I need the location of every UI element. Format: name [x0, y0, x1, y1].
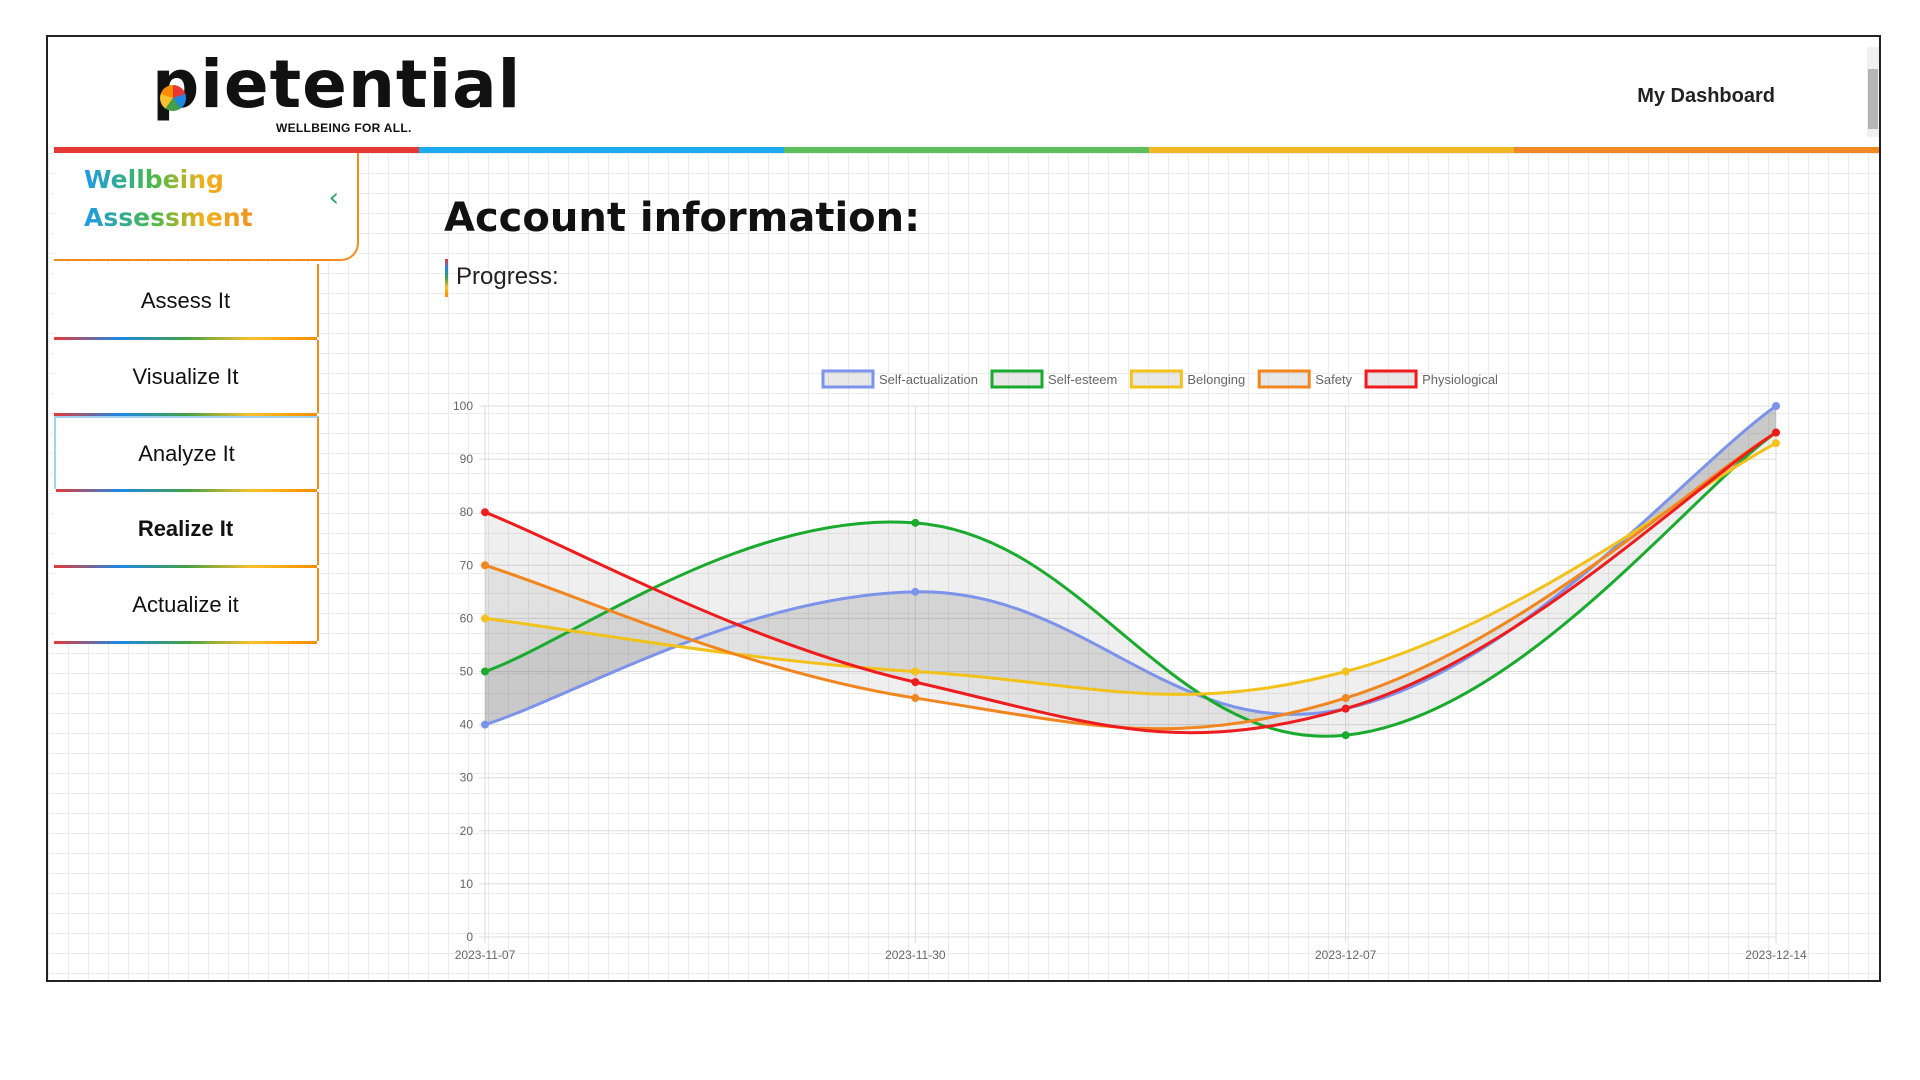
my-dashboard-link[interactable]: My Dashboard — [1637, 85, 1775, 107]
chevron-left-icon[interactable]: ‹ — [328, 183, 339, 213]
data-point[interactable] — [911, 587, 920, 596]
sidebar-item-label: Assess It — [140, 287, 231, 313]
x-tick-label: 2023-12-14 — [1745, 948, 1807, 962]
series-fill-area — [485, 406, 1776, 729]
data-point[interactable] — [911, 678, 920, 687]
brand-logo[interactable]: pietential WELLBEING FOR ALL. — [152, 46, 520, 141]
series-fill-area — [485, 406, 1776, 733]
data-point[interactable] — [1772, 439, 1780, 448]
series-fill-area — [485, 406, 1776, 725]
sidebar-item-label: Visualize It — [132, 363, 239, 389]
data-point[interactable] — [1772, 428, 1780, 437]
main-content: 0 10 20 30 40 50 60 70 80 90 100 2023-11-07 2023-11-… — [48, 153, 1879, 980]
series-line[interactable] — [484, 441, 1777, 696]
sidebar-item-visualize-it[interactable]: Visualize It — [54, 340, 319, 416]
page-title: Account information: — [444, 195, 921, 241]
y-tick-label: 40 — [460, 718, 474, 732]
y-tick-label: 50 — [460, 665, 474, 679]
data-point[interactable] — [481, 720, 489, 729]
sidebar-item-actualize-it[interactable]: Actualize it — [54, 568, 319, 644]
logo-tagline: WELLBEING FOR ALL. — [276, 121, 412, 135]
data-point[interactable] — [1341, 667, 1350, 676]
rainbow-segment-green — [784, 147, 1149, 153]
logo-color-wheel-icon — [160, 85, 186, 111]
legend-label[interactable]: Belonging — [1187, 372, 1245, 387]
y-tick-label: 60 — [460, 611, 474, 625]
rainbow-divider — [54, 147, 1879, 153]
x-tick-label: 2023-12-07 — [1315, 948, 1377, 962]
progress-accent-bar — [445, 259, 448, 297]
sidebar-item-assess-it[interactable]: Assess It — [54, 264, 319, 340]
rainbow-segment-orange — [1514, 147, 1879, 153]
data-point[interactable] — [1341, 694, 1350, 703]
sidebar-item-analyze-it[interactable]: Analyze It — [54, 416, 319, 492]
legend-swatch[interactable] — [990, 369, 1044, 389]
data-point[interactable] — [911, 667, 920, 676]
data-point[interactable] — [1772, 402, 1780, 410]
progress-line-chart: 0 10 20 30 40 50 60 70 80 90 100 2023-11-07 2023-11-… — [453, 369, 1807, 962]
logo-wordmark: pietential — [152, 46, 522, 123]
y-tick-label: 30 — [460, 771, 474, 785]
legend-label[interactable]: Physiological — [1422, 372, 1498, 387]
top-header: pietential WELLBEING FOR ALL. My Dashboa… — [48, 37, 1879, 147]
x-tick-label: 2023-11-07 — [455, 948, 516, 962]
sidebar-item-label: Analyze It — [138, 440, 235, 466]
data-point[interactable] — [481, 561, 489, 570]
legend-swatch[interactable] — [821, 369, 875, 389]
data-point[interactable] — [481, 508, 489, 517]
legend-swatch[interactable] — [1364, 369, 1418, 389]
y-tick-label: 100 — [453, 399, 473, 413]
series-line[interactable] — [484, 431, 1777, 731]
x-tick-label: 2023-11-30 — [885, 948, 946, 962]
rainbow-segment-yellow — [1149, 147, 1514, 153]
data-point[interactable] — [911, 518, 920, 527]
legend-label[interactable]: Safety — [1315, 372, 1352, 387]
series-line[interactable] — [484, 431, 1777, 738]
data-point[interactable] — [1341, 731, 1350, 740]
legend-swatch[interactable] — [1129, 369, 1183, 389]
data-point[interactable] — [481, 667, 489, 676]
y-tick-label: 20 — [460, 824, 474, 838]
legend-swatch[interactable] — [1257, 369, 1311, 389]
sidebar-header: Wellbeing Assessment ‹ — [54, 153, 359, 261]
sidebar: Wellbeing Assessment ‹ Assess It Visuali… — [54, 153, 359, 644]
data-point[interactable] — [1341, 704, 1350, 713]
series-fill-area — [485, 406, 1776, 737]
rainbow-segment-red — [54, 147, 419, 153]
rainbow-segment-blue — [419, 147, 784, 153]
sidebar-item-label: Actualize it — [132, 591, 239, 617]
app-window: pietential WELLBEING FOR ALL. My Dashboa… — [46, 35, 1881, 982]
data-point[interactable] — [911, 694, 920, 703]
legend-label[interactable]: Self-actualization — [879, 372, 978, 387]
sidebar-item-label: Realize It — [137, 515, 234, 541]
legend-label[interactable]: Self-esteem — [1048, 372, 1117, 387]
data-point[interactable] — [481, 614, 489, 623]
sidebar-title-line1: Wellbeing — [84, 165, 224, 194]
progress-label: Progress: — [456, 263, 559, 290]
scrollbar[interactable] — [1867, 47, 1879, 137]
sidebar-title: Wellbeing Assessment — [84, 161, 284, 237]
sidebar-title-line2: Assessment — [84, 203, 253, 232]
series-line[interactable] — [484, 431, 1777, 735]
y-tick-label: 90 — [460, 452, 474, 466]
sidebar-item-realize-it[interactable]: Realize It — [54, 492, 319, 568]
y-tick-label: 80 — [460, 505, 474, 519]
y-tick-label: 10 — [460, 877, 474, 891]
scrollbar-thumb[interactable] — [1868, 69, 1878, 129]
y-tick-label: 0 — [466, 930, 473, 944]
y-tick-label: 70 — [460, 558, 474, 572]
